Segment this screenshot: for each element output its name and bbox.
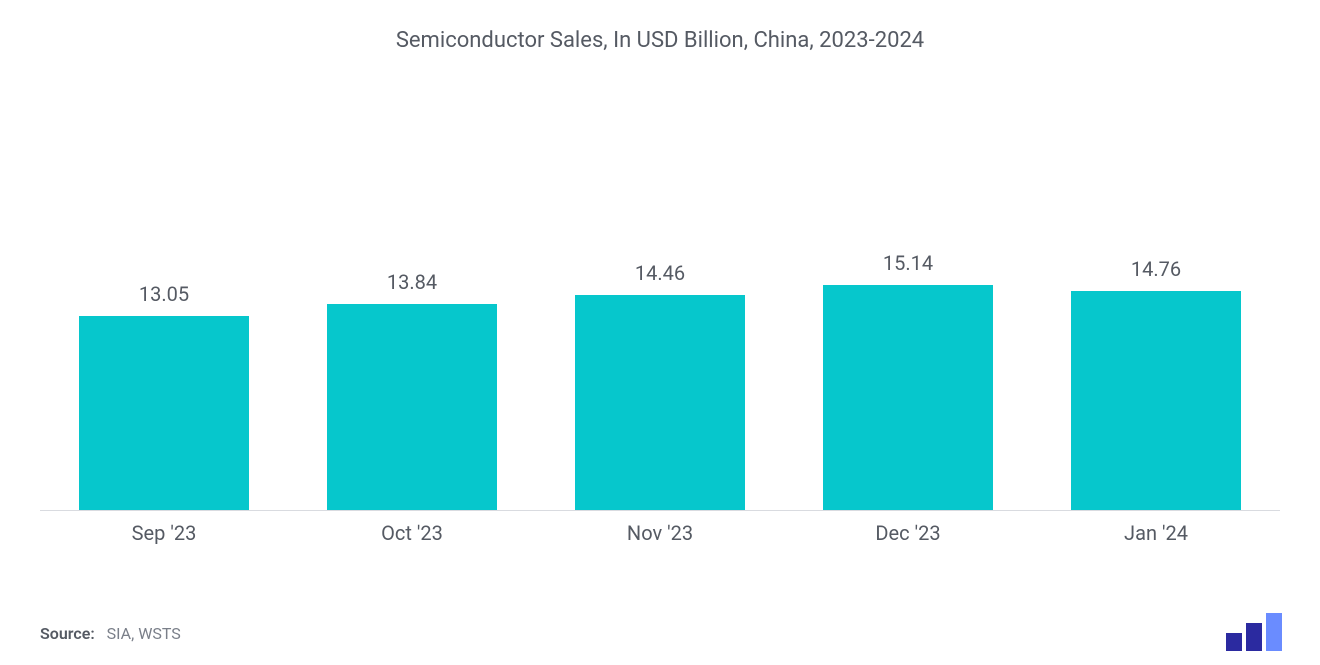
chart-title: Semiconductor Sales, In USD Billion, Chi… — [0, 0, 1320, 53]
chart-container: Semiconductor Sales, In USD Billion, Chi… — [0, 0, 1320, 665]
source-text: SIA, WSTS — [107, 624, 181, 643]
source-footer: Source: SIA, WSTS — [40, 624, 181, 643]
bar-value-label: 14.76 — [1131, 257, 1181, 281]
x-axis-label: Oct '23 — [288, 511, 536, 545]
bar-slot: 15.14 — [784, 63, 1032, 511]
x-axis-label: Sep '23 — [40, 511, 288, 545]
bar-rect — [1071, 291, 1241, 511]
brand-logo-icon — [1222, 611, 1292, 651]
logo-bar — [1246, 623, 1262, 651]
bar-value-label: 14.46 — [635, 261, 685, 285]
logo-bar — [1226, 633, 1242, 651]
bars-group: 13.05 13.84 14.46 15.14 14.76 — [40, 63, 1280, 511]
source-label: Source: — [40, 624, 95, 643]
x-axis-label: Jan '24 — [1032, 511, 1280, 545]
x-axis-labels: Sep '23 Oct '23 Nov '23 Dec '23 Jan '24 — [40, 511, 1280, 553]
x-axis-label: Nov '23 — [536, 511, 784, 545]
plot-area: 13.05 13.84 14.46 15.14 14.76 Sep '23 — [40, 63, 1280, 553]
bar-rect — [575, 295, 745, 511]
x-axis-label: Dec '23 — [784, 511, 1032, 545]
bar-slot: 13.05 — [40, 63, 288, 511]
bar-slot: 14.76 — [1032, 63, 1280, 511]
bar-slot: 13.84 — [288, 63, 536, 511]
bar-value-label: 13.84 — [387, 270, 437, 294]
bar-rect — [79, 316, 249, 511]
bar-slot: 14.46 — [536, 63, 784, 511]
logo-bar — [1266, 613, 1282, 651]
bar-value-label: 15.14 — [883, 251, 933, 275]
bar-rect — [327, 304, 497, 511]
bar-value-label: 13.05 — [139, 282, 189, 306]
bar-rect — [823, 285, 993, 511]
